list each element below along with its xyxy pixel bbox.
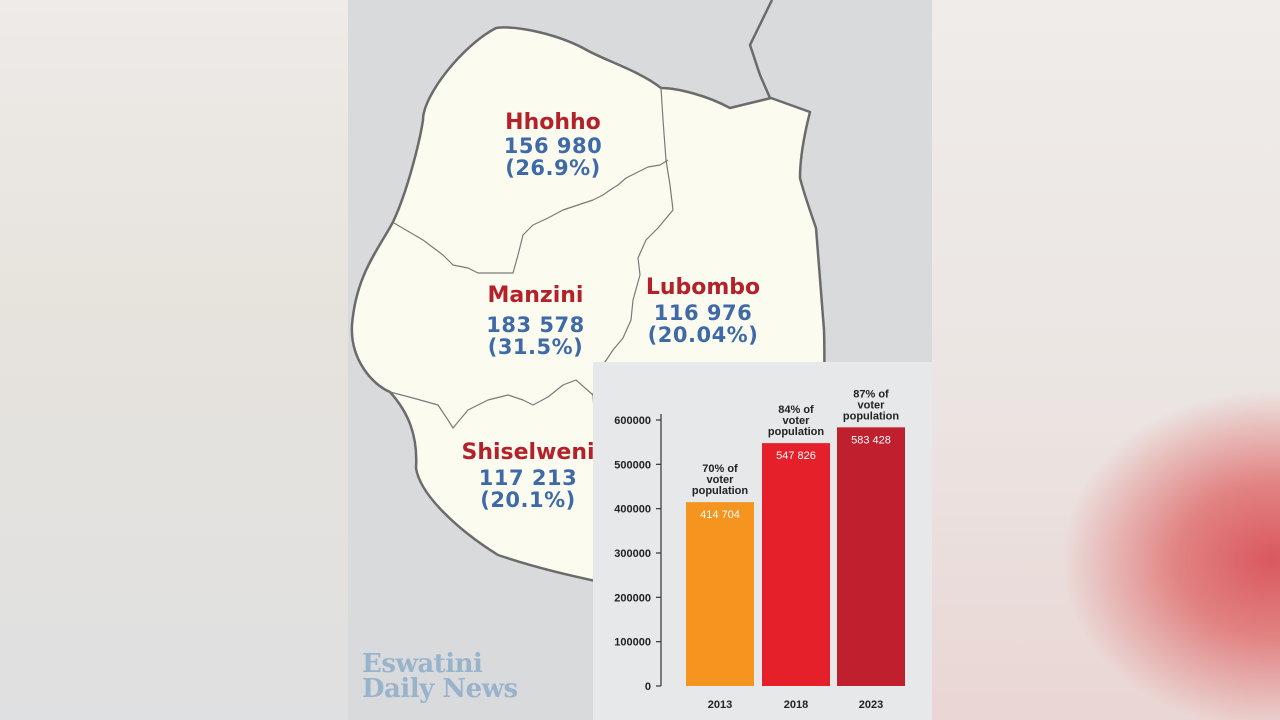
bar-annotation: population: [768, 426, 824, 438]
region-voter-percent: (26.9%): [505, 156, 601, 180]
region-name: Manzini: [487, 283, 584, 308]
bar-2018: [762, 443, 830, 686]
y-tick-label: 400000: [614, 504, 651, 516]
background-right: [932, 0, 1280, 720]
brand-line-1: Eswatini: [362, 649, 483, 679]
boundary-hhohho-lubombo: [612, 87, 674, 351]
bar-annotation: 87% of: [853, 388, 889, 400]
bar-value-label: 583 428: [851, 434, 891, 446]
brand-logo: Eswatini Daily News: [362, 649, 518, 704]
y-tick-label: 100000: [614, 637, 651, 649]
x-category-label: 2013: [708, 699, 732, 711]
bar-value-label: 547 826: [776, 450, 816, 462]
voter-registration-chart: 0 100000 200000 300000 400000 500000 600000 414…: [593, 362, 932, 720]
region-voter-percent: (31.5%): [487, 335, 584, 359]
region-voter-count: 116 976: [653, 301, 753, 325]
region-label-shiselweni: Shiselweni 117 213 (20.1%): [443, 440, 613, 512]
region-voter-percent: (20.04%): [647, 323, 759, 347]
x-category-label: 2018: [784, 699, 808, 711]
bar-2013: [686, 502, 754, 686]
bar-annotation: 84% of: [778, 404, 814, 416]
y-tick-label: 600000: [614, 415, 651, 427]
bar-annotation: voter: [858, 399, 886, 411]
infographic-poster: Hhohho 156 980 (26.9%) Manzini 183 578 (…: [348, 0, 932, 720]
bar-annotation: population: [843, 410, 899, 422]
bar-annotation: voter: [707, 474, 735, 486]
boundary-manzini-shiselweni: [389, 379, 594, 429]
bar-annotation: population: [692, 485, 748, 497]
y-tick-label: 0: [645, 681, 651, 693]
region-label-hhohho: Hhohho 156 980 (26.9%): [468, 110, 638, 180]
brand-line-2: Daily News: [362, 674, 518, 704]
neighbor-border: [748, 0, 774, 99]
region-voter-count: 183 578: [486, 313, 585, 337]
region-label-manzini: Manzini 183 578 (31.5%): [448, 283, 623, 359]
y-tick-label: 500000: [614, 459, 651, 471]
bar-value-label: 414 704: [700, 509, 740, 521]
bar-chart-svg: 0 100000 200000 300000 400000 500000 600000 414…: [614, 388, 905, 711]
boundary-hhohho-manzini: [393, 159, 669, 274]
region-voter-count: 156 980: [503, 134, 603, 158]
bar-annotation: 70% of: [702, 463, 738, 475]
bar-2023: [837, 427, 905, 686]
region-label-lubombo: Lubombo 116 976 (20.04%): [618, 275, 788, 347]
region-name: Hhohho: [505, 110, 601, 135]
region-name: Shiselweni: [461, 440, 595, 465]
bar-annotation: voter: [783, 415, 811, 427]
y-tick-label: 300000: [614, 548, 651, 560]
background-left: [0, 0, 348, 720]
region-voter-percent: (20.1%): [480, 488, 576, 512]
region-voter-count: 117 213: [478, 466, 578, 490]
x-category-label: 2023: [859, 699, 883, 711]
region-name: Lubombo: [645, 275, 761, 300]
y-tick-label: 200000: [614, 592, 651, 604]
